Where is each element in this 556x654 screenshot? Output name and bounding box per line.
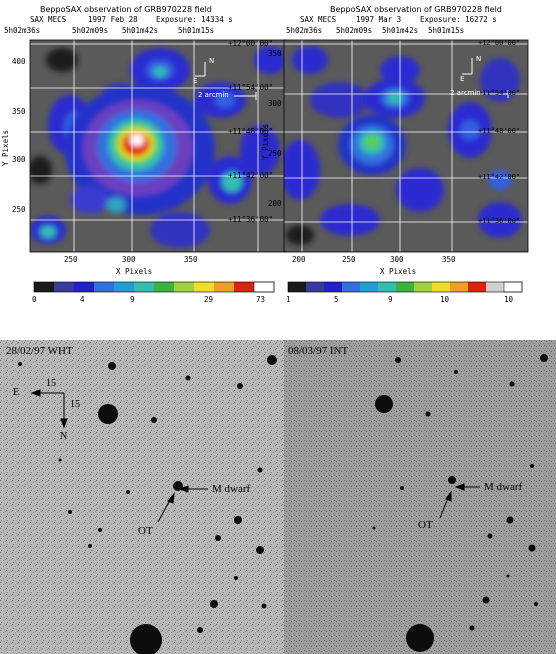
colorbar-left-tick: 29 <box>204 295 214 304</box>
xray-right-dec-tick: +11°42'00" <box>478 173 521 181</box>
xray-left-xlabel: X Pixels <box>116 267 153 276</box>
xray-right-dec-tick: +12°00'00" <box>478 39 521 47</box>
optical-left-compass-e: E <box>13 387 20 398</box>
xray-left-y-tick: 400 <box>12 57 26 66</box>
xray-left-dec-tick: +11°36'00" <box>228 215 274 224</box>
xray-right-scale: 2 arcmin <box>450 89 481 97</box>
xray-right-x-tick: 350 <box>442 255 456 264</box>
xray-right-instrument: SAX MECS <box>300 15 337 24</box>
xray-left-ra-tick: 5h02m09s <box>72 26 109 35</box>
xray-right-ra-tick: 5h02m36s <box>286 26 323 35</box>
xray-right-date: 1997 Mar 3 <box>356 15 402 24</box>
xray-right-title: BeppoSAX observation of GRB970228 field <box>330 5 502 14</box>
colorbar-right-tick: 10 <box>440 295 450 304</box>
xray-right-dec-tick: +11°54'00" <box>478 89 521 97</box>
optical-right-stars <box>372 354 548 652</box>
colorbar-left <box>33 281 275 293</box>
colorbar-left-tick: 4 <box>80 295 85 304</box>
xray-right-ra-tick: 5h01m42s <box>382 26 419 35</box>
optical-left-scale-x: 15 <box>46 378 56 389</box>
xray-left-dec-tick: +12°00'00" <box>228 39 274 48</box>
xray-right-ylabel: Y Pixels <box>261 123 270 160</box>
colorbar-right-tick: 5 <box>334 295 339 304</box>
xray-left-dec-tick: +11°48'00" <box>228 127 274 136</box>
xray-left-ra-tick: 5h01m15s <box>178 26 215 35</box>
xray-right-y-tick: 300 <box>268 99 282 108</box>
xray-right-x-tick: 250 <box>342 255 356 264</box>
xray-left-title: BeppoSAX observation of GRB970228 field <box>40 5 212 14</box>
optical-left-image <box>0 340 284 654</box>
colorbar-right-tick: 10 <box>504 295 514 304</box>
xray-left-dec-tick: +11°54'00" <box>228 83 274 92</box>
xray-maps <box>29 39 529 293</box>
optical-left-scale-y: 15 <box>70 399 80 410</box>
xray-right-xlabel: X Pixels <box>380 267 417 276</box>
colorbar-right-tick: 9 <box>388 295 393 304</box>
xray-right-ra-tick: 5h02m09s <box>336 26 373 35</box>
xray-left-compass-n: N <box>209 57 215 65</box>
xray-map-right <box>284 40 528 252</box>
colorbar-left-tick: 73 <box>256 295 266 304</box>
optical-left-compass-n: N <box>60 431 68 442</box>
xray-left-y-tick: 300 <box>12 155 26 164</box>
xray-left-x-tick: 250 <box>64 255 78 264</box>
xray-right-ra-tick: 5h01m15s <box>428 26 465 35</box>
xray-right-exposure: Exposure: 16272 s <box>420 15 497 24</box>
xray-map-left <box>30 40 286 252</box>
colorbar-right <box>287 281 523 293</box>
optical-left-mdwarf: M dwarf <box>212 483 251 495</box>
colorbar-left-tick: 9 <box>130 295 135 304</box>
xray-right-x-tick: 200 <box>292 255 306 264</box>
xray-right-compass-n: N <box>476 55 482 63</box>
xray-left-compass-e: E <box>193 77 198 85</box>
xray-left-scale: 2 arcmin <box>198 91 229 99</box>
xray-left-y-tick: 350 <box>12 107 26 116</box>
xray-right-compass-e: E <box>460 75 465 83</box>
xray-right-y-tick: 350 <box>268 49 282 58</box>
xray-right-y-tick: 250 <box>268 149 282 158</box>
xray-right-y-tick: 200 <box>268 199 282 208</box>
optical-right-label: 08/03/97 INT <box>288 345 349 357</box>
xray-right-x-tick: 300 <box>390 255 404 264</box>
xray-left-exposure: Exposure: 14334 s <box>156 15 233 24</box>
xray-left-ra-tick: 5h01m42s <box>122 26 159 35</box>
xray-left-ylabel: Y Pixels <box>1 129 10 166</box>
optical-right-ot: OT <box>418 519 433 531</box>
xray-left-y-tick: 250 <box>12 205 26 214</box>
optical-right-mdwarf: M dwarf <box>484 481 523 493</box>
xray-left-date: 1997 Feb 28 <box>88 15 138 24</box>
optical-left-stars <box>18 355 277 654</box>
xray-left-x-tick: 350 <box>184 255 198 264</box>
optical-left-label: 28/02/97 WHT <box>6 345 73 357</box>
colorbar-left-tick: 0 <box>32 295 37 304</box>
xray-right-dec-tick: +11°48'00" <box>478 127 521 135</box>
colorbar-right-tick: 1 <box>286 295 291 304</box>
optical-right-image <box>284 340 556 654</box>
xray-left-ra-tick: 5h02m36s <box>4 26 41 35</box>
xray-right-dec-tick: +11°36'00" <box>478 217 521 225</box>
xray-left-instrument: SAX MECS <box>30 15 67 24</box>
xray-left-dec-tick: +11°42'00" <box>228 171 274 180</box>
xray-left-x-tick: 300 <box>122 255 136 264</box>
optical-left-ot: OT <box>138 525 153 537</box>
